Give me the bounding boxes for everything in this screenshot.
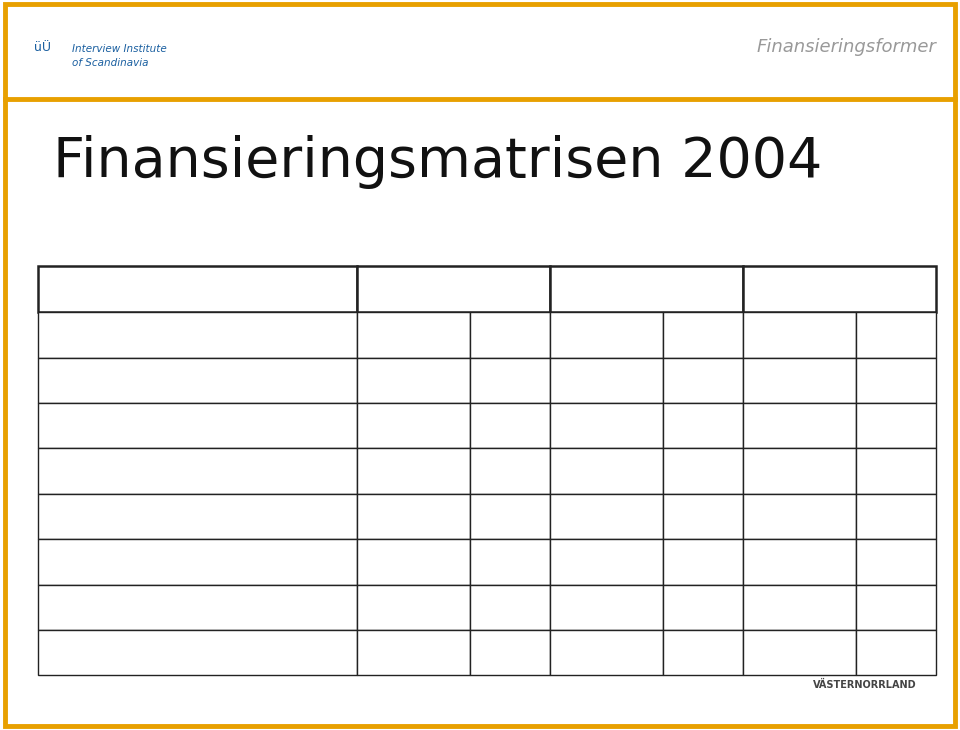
Text: 6,3%: 6,3% [673, 328, 712, 342]
Text: -: - [480, 554, 485, 569]
Text: 20- anställda: 20- anställda [783, 282, 896, 297]
Text: 200 kkr: 200 kkr [366, 418, 431, 434]
Text: 1215 kkr: 1215 kkr [560, 464, 635, 479]
Text: 155 kkr: 155 kkr [560, 554, 624, 569]
Text: 500 kkr: 500 kkr [560, 328, 624, 342]
Text: 500 kkr: 500 kkr [560, 509, 624, 524]
Text: -: - [673, 464, 679, 479]
Text: -: - [866, 464, 872, 479]
Text: Finansieringsmatrisen 2004: Finansieringsmatrisen 2004 [53, 135, 822, 189]
Text: Leasing på annat (21%): Leasing på annat (21%) [48, 599, 230, 615]
Text: 50 kkr: 50 kkr [560, 645, 613, 660]
Text: -: - [480, 509, 485, 524]
Text: 225 kkr: 225 kkr [753, 600, 818, 615]
Text: 6,0%: 6,0% [480, 373, 518, 388]
Text: 900 kkr: 900 kkr [753, 554, 817, 569]
Text: 225 kkr: 225 kkr [753, 645, 818, 660]
Text: -: - [866, 418, 872, 434]
Text: 225 kkr: 225 kkr [366, 328, 431, 342]
Text: Finansieringsformer: Finansieringsformer [756, 39, 936, 56]
Text: 5,3%: 5,3% [866, 328, 905, 342]
Text: 50 kkr: 50 kkr [560, 600, 613, 615]
Text: Leasing på fordon (42%): Leasing på fordon (42%) [48, 553, 236, 570]
Text: -: - [753, 509, 758, 524]
Text: 1000 kkr: 1000 kkr [753, 418, 828, 434]
Text: - kkr: - kkr [366, 509, 405, 524]
Text: Finansieringsform (andel): Finansieringsform (andel) [48, 282, 271, 297]
Text: Annat lån (12%): Annat lån (12%) [48, 418, 172, 434]
Text: 1-4 anställda: 1-4 anställda [397, 282, 509, 297]
Text: Factoring med annan (1%): Factoring med annan (1%) [48, 509, 251, 524]
Text: -: - [480, 418, 485, 434]
Text: 6,7%: 6,7% [480, 328, 518, 342]
Text: - kkr: - kkr [673, 509, 708, 524]
Text: 500 kkr: 500 kkr [560, 373, 624, 388]
Text: 5,5%: 5,5% [673, 373, 711, 388]
Text: Banklån (47%): Banklån (47%) [48, 372, 160, 388]
Text: 945 kkr: 945 kkr [560, 418, 624, 434]
Text: 4,7%: 4,7% [866, 554, 905, 569]
Text: 5-20 anställda: 5-20 anställda [585, 282, 708, 297]
Text: 2000 kkr: 2000 kkr [753, 328, 828, 342]
Text: of Scandinavia: of Scandinavia [72, 58, 149, 69]
Text: 5,5%: 5,5% [673, 554, 711, 569]
Text: 1 kkr: 1 kkr [366, 645, 410, 660]
Text: 100 kkr: 100 kkr [366, 554, 431, 569]
Text: -: - [480, 645, 485, 660]
Text: LÄNSSTYRELSEN
VÄSTERNORRLAND: LÄNSSTYRELSEN VÄSTERNORRLAND [813, 668, 917, 690]
Text: -: - [673, 418, 679, 434]
Text: 25 kkr: 25 kkr [366, 600, 420, 615]
Text: 400 kkr: 400 kkr [366, 464, 431, 479]
Text: -: - [480, 464, 485, 479]
Text: Factoring i bank (5%): Factoring i bank (5%) [48, 464, 211, 479]
Text: 4000 kkr: 4000 kkr [753, 464, 828, 479]
Text: Checkräkningskredit (70%): Checkräkningskredit (70%) [48, 328, 256, 342]
Text: üÜ: üÜ [34, 41, 51, 54]
Text: 200 kkr: 200 kkr [366, 373, 431, 388]
Text: 2000 kkr: 2000 kkr [753, 373, 828, 388]
Text: Hyresavtal på annat (9%): Hyresavtal på annat (9%) [48, 644, 244, 661]
Text: Interview Institute: Interview Institute [72, 44, 167, 54]
Text: 4,7%: 4,7% [866, 373, 905, 388]
Text: -: - [480, 600, 485, 615]
